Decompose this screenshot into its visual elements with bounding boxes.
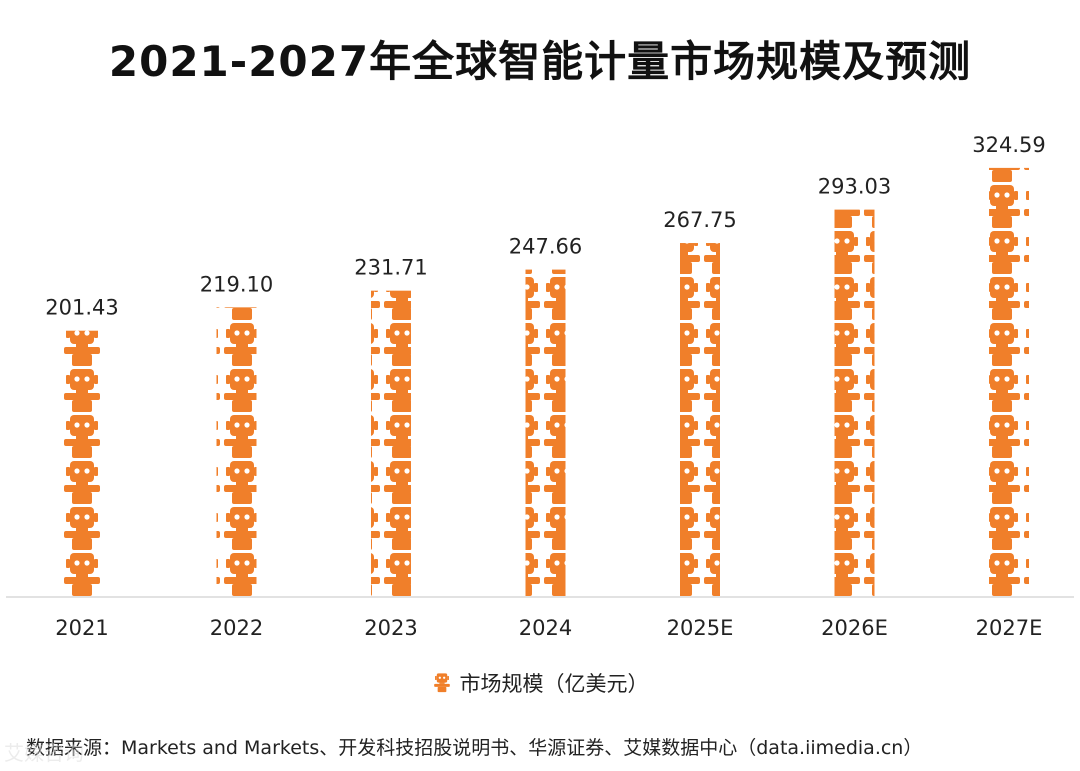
- value-label-2023: 231.71: [354, 256, 427, 280]
- x-tick-label-2024: 2024: [519, 616, 572, 640]
- x-tick-label-2022: 2022: [210, 616, 263, 640]
- x-tick-label-2026E: 2026E: [821, 616, 888, 640]
- bar-2026E: [834, 209, 875, 598]
- value-label-2022: 219.10: [200, 272, 273, 296]
- bar-2027E: [989, 167, 1029, 597]
- value-label-2024: 247.66: [509, 235, 582, 259]
- bar-2023: [371, 290, 411, 597]
- bar-2021: [62, 330, 102, 597]
- robot-icon: [433, 673, 450, 693]
- value-label-2025E: 267.75: [663, 208, 736, 232]
- bar-2025E: [680, 243, 720, 598]
- x-tick-label-2027E: 2027E: [976, 616, 1043, 640]
- bar-2022: [216, 307, 257, 597]
- chart-title: 2021-2027年全球智能计量市场规模及预测: [108, 37, 972, 86]
- x-tick-label-2023: 2023: [364, 616, 417, 640]
- value-label-2026E: 293.03: [818, 175, 891, 199]
- x-tick-label-2025E: 2025E: [667, 616, 734, 640]
- bar-2024: [525, 269, 566, 597]
- value-label-2027E: 324.59: [972, 133, 1045, 157]
- legend: 市场规模（亿美元）: [0, 668, 1080, 698]
- x-tick-label-2021: 2021: [55, 616, 108, 640]
- legend-label: 市场规模（亿美元）: [459, 672, 649, 696]
- value-label-2021: 201.43: [45, 296, 118, 320]
- source-note: 数据来源：Markets and Markets、开发科技招股说明书、华源证券、…: [26, 737, 923, 759]
